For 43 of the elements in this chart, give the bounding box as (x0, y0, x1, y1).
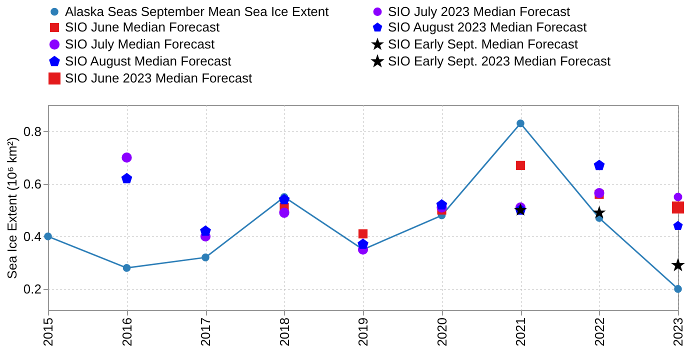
x-tick-label: 2021 (513, 318, 528, 346)
point (672, 260, 684, 270)
point (673, 221, 683, 230)
y-tick-label: 0.8 (23, 124, 42, 139)
x-tick-label: 2015 (40, 318, 56, 346)
x-tick-label: 2017 (198, 318, 213, 346)
x-tick-label: 2016 (119, 318, 134, 346)
point (278, 194, 290, 204)
point (121, 173, 132, 184)
point (200, 226, 211, 236)
point (279, 208, 290, 218)
legend-label: SIO July Median Forecast (65, 36, 215, 52)
point (516, 160, 526, 170)
legend-label: SIO June 2023 Median Forecast (65, 70, 253, 86)
x-tick-label: 2020 (434, 318, 450, 346)
point (358, 238, 368, 249)
y-tick-label: 0.6 (23, 176, 42, 192)
x-tick-label: 2022 (592, 318, 607, 346)
point (358, 229, 368, 238)
point (122, 152, 132, 163)
point (44, 232, 52, 240)
point (594, 207, 604, 218)
point (594, 160, 605, 170)
legend-label: SIO Early Sept. 2023 Median Forecast (388, 54, 611, 68)
legend-label: SIO August 2023 Median Forecast (388, 20, 588, 34)
point (122, 264, 131, 272)
legend-label: SIO August Median Forecast (65, 54, 232, 68)
x-tick-label: 2023 (670, 318, 686, 346)
x-tick-label: 2018 (276, 318, 292, 346)
point (672, 202, 684, 214)
y-axis-title: Sea Ice Extent (10⁶ km²) (4, 137, 20, 279)
y-tick-label: 0.2 (23, 281, 42, 296)
legend-label: SIO July 2023 Median Forecast (388, 4, 570, 19)
legend-label: Alaska Seas September Mean Sea Ice Extent (65, 4, 330, 19)
point (436, 199, 448, 210)
point (674, 192, 682, 202)
point (516, 119, 524, 128)
point (674, 285, 682, 293)
point (202, 254, 210, 262)
legend-label: SIO June Median Forecast (65, 20, 220, 34)
y-tick-label: 0.4 (23, 228, 42, 244)
x-tick-label: 2019 (356, 318, 370, 346)
legend-label: SIO Early Sept. Median Forecast (388, 36, 578, 52)
